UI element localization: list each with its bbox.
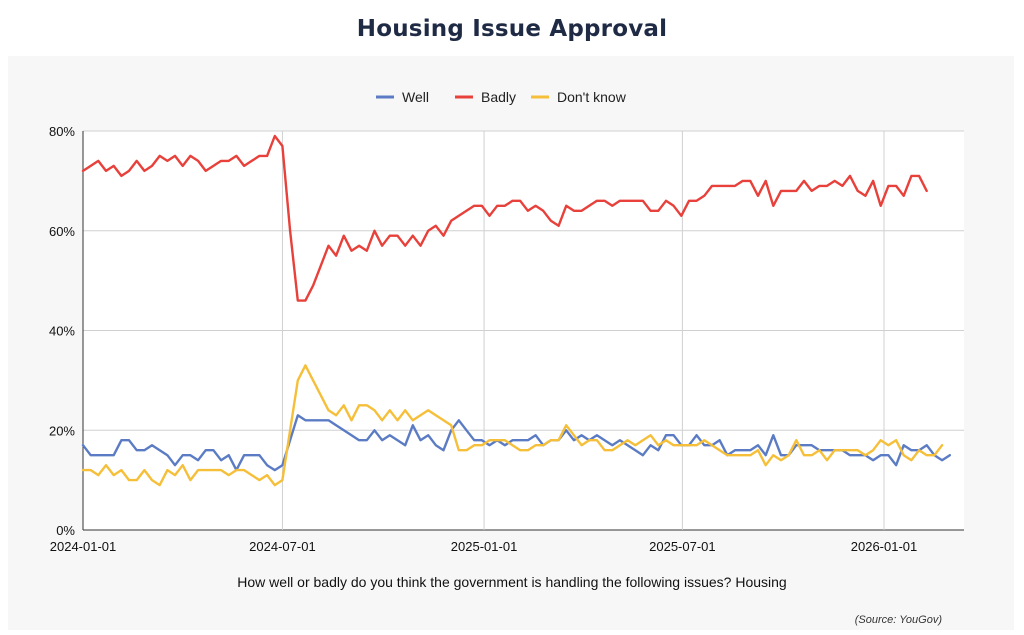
legend-item-don-t-know: Don't know (531, 89, 627, 105)
y-tick-label: 40% (49, 324, 75, 339)
legend-item-well: Well (376, 89, 429, 105)
legend-label: Well (402, 89, 429, 105)
x-axis-label: How well or badly do you think the gover… (237, 574, 787, 590)
series-line-well (81, 414, 951, 472)
legend-item-badly: Badly (455, 89, 516, 105)
y-tick-label: 60% (49, 224, 75, 239)
series-line-don-t-know (81, 364, 944, 487)
series-lines (81, 134, 951, 487)
x-tick-label: 2025-01-01 (451, 539, 518, 554)
legend-label: Don't know (557, 89, 627, 105)
y-axis-tick-labels: 0% 20% 40% 60% 80% (49, 124, 75, 538)
legend-label: Badly (481, 89, 516, 105)
x-tick-label: 2026-01-01 (851, 539, 918, 554)
series-line-badly (81, 134, 928, 302)
y-tick-label: 80% (49, 124, 75, 139)
chart-title: Housing Issue Approval (356, 16, 668, 42)
x-tick-label: 2024-01-01 (50, 539, 117, 554)
y-tick-label: 20% (49, 423, 75, 438)
x-tick-label: 2025-07-01 (649, 539, 716, 554)
y-tick-label: 0% (56, 523, 75, 538)
y-gridlines (83, 130, 964, 531)
source-note: (Source: YouGov) (854, 614, 942, 626)
legend: Well Badly Don't know (376, 89, 627, 105)
x-axis-tick-labels: 2024-01-01 2024-07-01 2025-01-01 2025-07-01… (50, 539, 918, 554)
x-tick-label: 2024-07-01 (249, 539, 316, 554)
